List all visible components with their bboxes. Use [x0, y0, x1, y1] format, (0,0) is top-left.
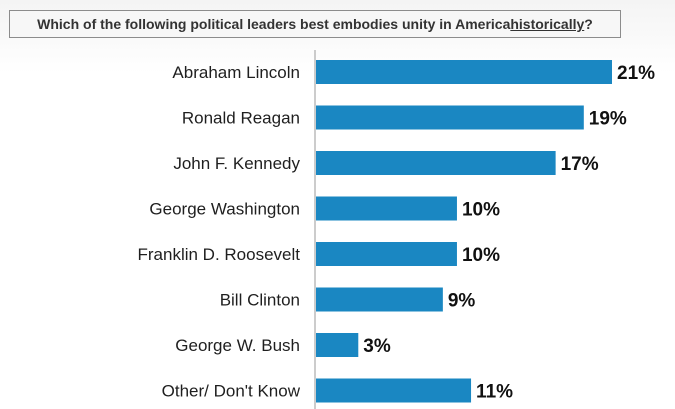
question-title: Which of the following political leaders…	[9, 10, 621, 38]
bar	[316, 105, 584, 130]
value-label: 3%	[363, 336, 391, 357]
value-label: 10%	[462, 245, 500, 266]
bar	[316, 378, 472, 403]
category-label: Bill Clinton	[220, 291, 300, 310]
question-suffix: ?	[584, 16, 593, 32]
value-label: 21%	[617, 63, 655, 84]
bar	[316, 196, 457, 221]
question-highlight: historically	[510, 16, 585, 32]
category-label: George Washington	[149, 200, 300, 219]
category-label: George W. Bush	[175, 336, 300, 355]
question-text: Which of the following political leaders…	[37, 16, 511, 32]
category-label: Ronald Reagan	[182, 109, 300, 128]
value-label: 17%	[561, 154, 599, 175]
bar	[316, 60, 612, 84]
value-label: 19%	[589, 109, 627, 130]
value-label: 11%	[476, 382, 513, 403]
bar	[316, 333, 359, 357]
value-label: 9%	[448, 291, 476, 312]
category-label: Franklin D. Roosevelt	[137, 245, 300, 264]
value-label: 10%	[462, 200, 500, 221]
bar	[316, 151, 556, 175]
category-label: John F. Kennedy	[173, 154, 300, 173]
bar	[316, 242, 457, 266]
bar	[316, 287, 443, 312]
category-label: Abraham Lincoln	[172, 63, 300, 82]
category-label: Other/ Don't Know	[162, 382, 301, 401]
